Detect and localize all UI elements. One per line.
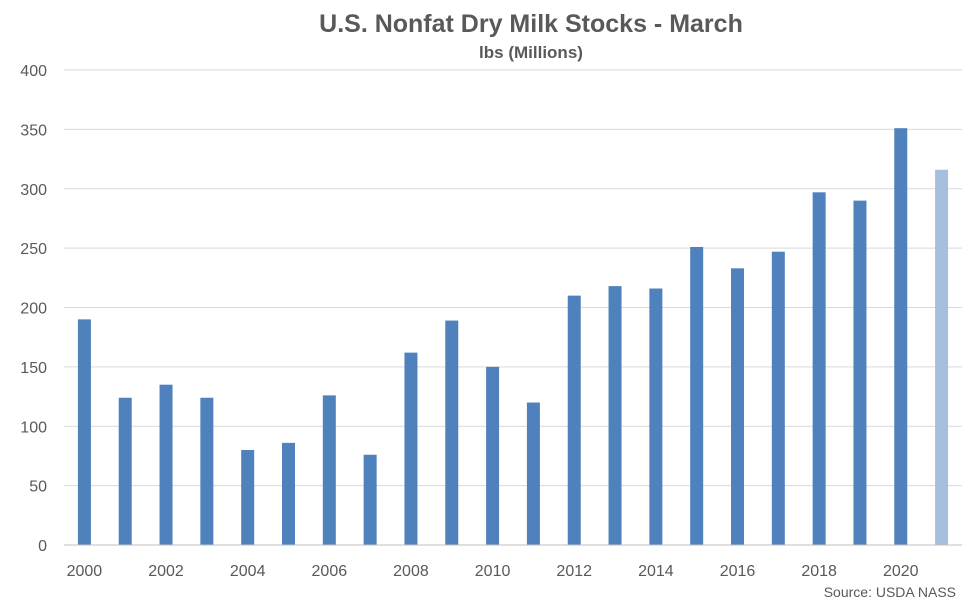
- bar-2009: [445, 320, 459, 545]
- bar-2014: [649, 288, 663, 545]
- bar-2000: [77, 319, 91, 545]
- gridlines: [64, 69, 962, 487]
- source-note: Source: USDA NASS: [824, 584, 956, 600]
- y-tick-label: 0: [38, 538, 47, 555]
- bars: [77, 128, 949, 545]
- y-tick-label: 100: [20, 419, 47, 436]
- bar-2012: [567, 295, 581, 545]
- bar-2011: [526, 402, 540, 545]
- bar-2001: [118, 397, 132, 545]
- bar-2017: [771, 251, 785, 545]
- bar-2003: [200, 397, 214, 545]
- bar-2016: [731, 268, 744, 545]
- bar-2007: [363, 454, 377, 545]
- y-tick-label: 250: [20, 241, 47, 258]
- bar-2019: [853, 200, 867, 545]
- bar-2010: [486, 366, 500, 545]
- x-tick-label: 2012: [556, 563, 592, 580]
- chart-title: U.S. Nonfat Dry Milk Stocks - March: [319, 10, 743, 38]
- bar-2015: [690, 246, 704, 545]
- x-tick-label: 2018: [801, 563, 837, 580]
- y-tick-label: 400: [20, 63, 47, 80]
- bar-2002: [159, 384, 173, 545]
- y-tick-label: 300: [20, 182, 47, 199]
- chart-subtitle: lbs (Millions): [479, 43, 583, 62]
- x-tick-label: 2020: [883, 563, 919, 580]
- bar-2021: [935, 169, 949, 545]
- bar-2013: [608, 286, 622, 545]
- bar-2006: [322, 395, 336, 545]
- bar-2005: [282, 442, 295, 545]
- y-tick-label: 200: [20, 301, 47, 318]
- bar-2008: [404, 352, 418, 545]
- bar-2020: [894, 128, 908, 545]
- x-tick-label: 2016: [720, 563, 756, 580]
- y-tick-label: 350: [20, 122, 47, 139]
- x-tick-label: 2014: [638, 563, 674, 580]
- x-tick-label: 2006: [312, 563, 348, 580]
- x-tick-label: 2004: [230, 563, 266, 580]
- x-tick-label: 2002: [148, 563, 184, 580]
- y-tick-label: 50: [29, 479, 47, 496]
- y-tick-label: 150: [20, 360, 47, 377]
- x-tick-label: 2010: [475, 563, 511, 580]
- x-tick-label: 2000: [67, 563, 103, 580]
- bar-2018: [812, 192, 826, 545]
- x-axis-ticks: 2000 2002 2004 2006 2008 2010 2012 2014 2016 2018…: [67, 563, 919, 580]
- y-axis-ticks: 0 50 100 150 200 250 300 350 400: [20, 63, 47, 555]
- bar-2004: [241, 450, 255, 545]
- x-tick-label: 2008: [393, 563, 429, 580]
